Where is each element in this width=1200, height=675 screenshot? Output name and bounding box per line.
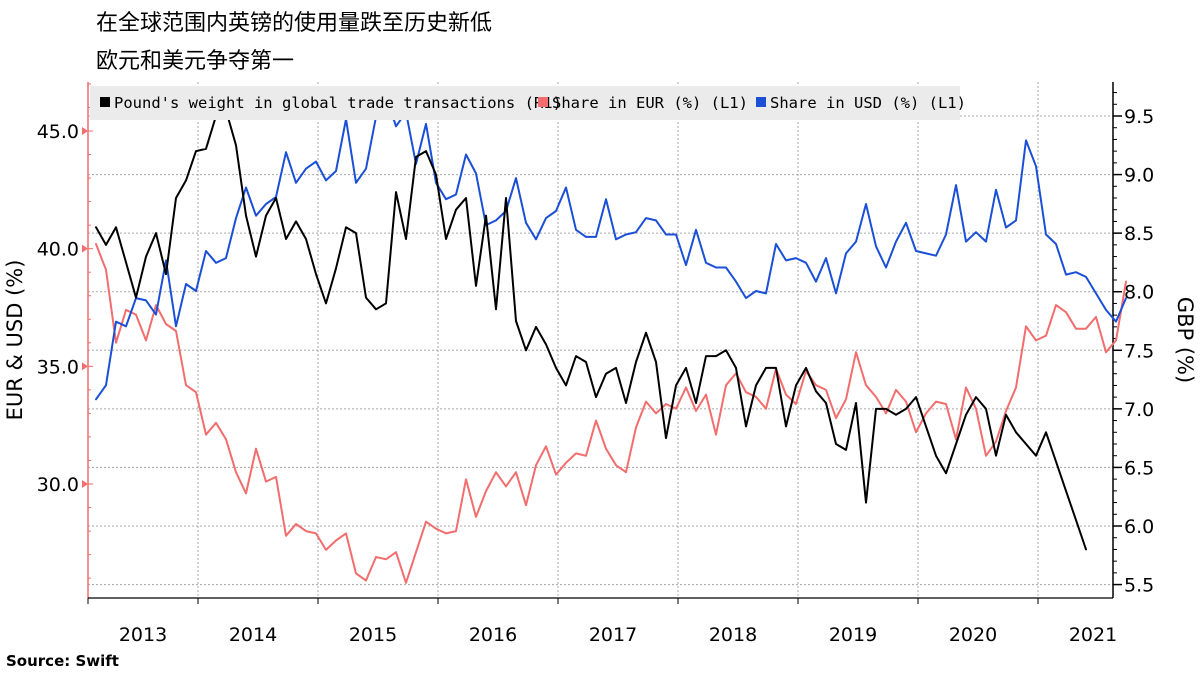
- right-axis-tick-label: 9.5: [1124, 106, 1154, 128]
- legend-label-1: Share in EUR (%) (L1): [552, 94, 748, 112]
- right-axis-tick-label: 7.5: [1124, 340, 1154, 362]
- legend-label-0: Pound's weight in global trade transacti…: [114, 94, 562, 112]
- chart-title-line1: 在全球范围内英镑的使用量跌至历史新低: [96, 11, 493, 36]
- x-axis-tick-label: 2014: [229, 624, 277, 646]
- x-axis-tick-label: 2021: [1069, 624, 1117, 646]
- left-axis-tick-marker: [82, 362, 88, 371]
- series-line-2: [95, 109, 1087, 551]
- chart-title-line2: 欧元和美元争夺第一: [96, 49, 295, 74]
- series-line-1: [95, 94, 1127, 401]
- left-axis-tick-label: 40.0: [37, 239, 79, 261]
- left-axis-title: EUR & USD (%): [3, 260, 27, 421]
- left-axis-tick-label: 30.0: [37, 474, 79, 496]
- left-axis-tick-marker: [82, 244, 88, 253]
- legend: Pound's weight in global trade transacti…: [90, 86, 966, 120]
- left-axis: 30.0 35.0 40.0 45.0 EUR & USD (%): [3, 82, 93, 598]
- right-axis-tick-label: 8.5: [1124, 223, 1154, 245]
- series-line-0: [95, 243, 1127, 584]
- x-axis-tick-label: 2019: [829, 624, 877, 646]
- legend-swatch-0: [100, 97, 110, 107]
- right-axis-tick-label: 6.5: [1124, 457, 1154, 479]
- right-axis-tick-label: 8.0: [1124, 282, 1154, 304]
- right-axis-title: GBP (%): [1173, 297, 1197, 383]
- source-note: Source: Swift: [6, 652, 119, 670]
- right-axis-tick-label: 7.0: [1124, 399, 1154, 421]
- left-axis-tick-label: 35.0: [37, 356, 79, 378]
- left-axis-tick-label: 45.0: [37, 121, 79, 143]
- x-axis-tick-label: 2013: [119, 624, 167, 646]
- x-axis-tick-label: 2016: [469, 624, 517, 646]
- series-lines: [95, 94, 1127, 584]
- x-axis-tick-label: 2018: [709, 624, 757, 646]
- left-axis-tick-marker: [82, 127, 88, 135]
- legend-swatch-2: [756, 97, 766, 107]
- gridlines: [88, 82, 1113, 598]
- left-axis-tick-marker: [82, 480, 88, 488]
- right-axis-tick-label: 9.0: [1124, 165, 1154, 187]
- x-axis-tick-label: 2015: [349, 624, 397, 646]
- legend-swatch-1: [538, 97, 548, 107]
- legend-background: [90, 86, 960, 120]
- legend-label-2: Share in USD (%) (L1): [770, 94, 966, 112]
- x-axis-tick-label: 2020: [949, 624, 997, 646]
- x-axis: 2013 2014 2015 2016 2017 2018 2019 2020 2021: [87, 597, 1117, 646]
- x-axis-tick-label: 2017: [589, 624, 637, 646]
- right-axis: 5.5 6.0 6.5 7.0 7.5 8.0 8.5 9.0 9.5 GBP (%): [1112, 82, 1197, 598]
- right-axis-tick-label: 6.0: [1124, 516, 1154, 538]
- right-axis-tick-label: 5.5: [1124, 575, 1154, 597]
